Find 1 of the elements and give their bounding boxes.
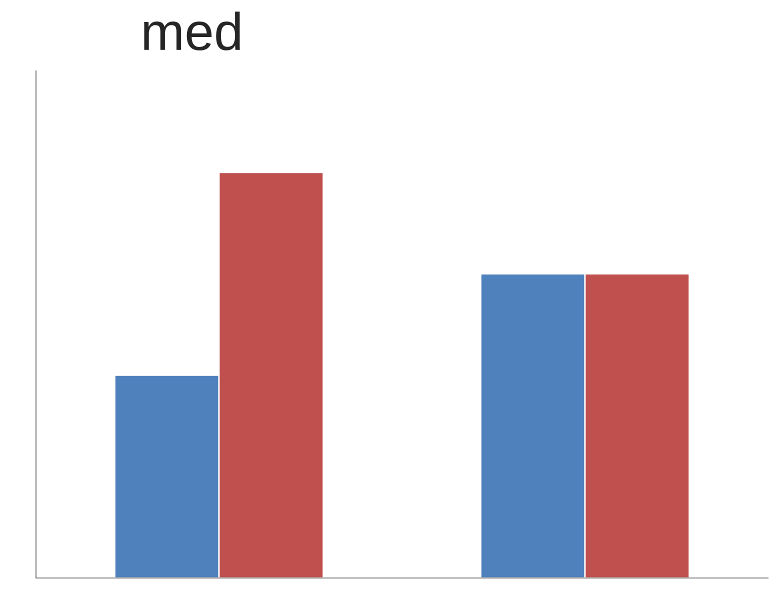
chart-title: med bbox=[144, 12, 240, 50]
